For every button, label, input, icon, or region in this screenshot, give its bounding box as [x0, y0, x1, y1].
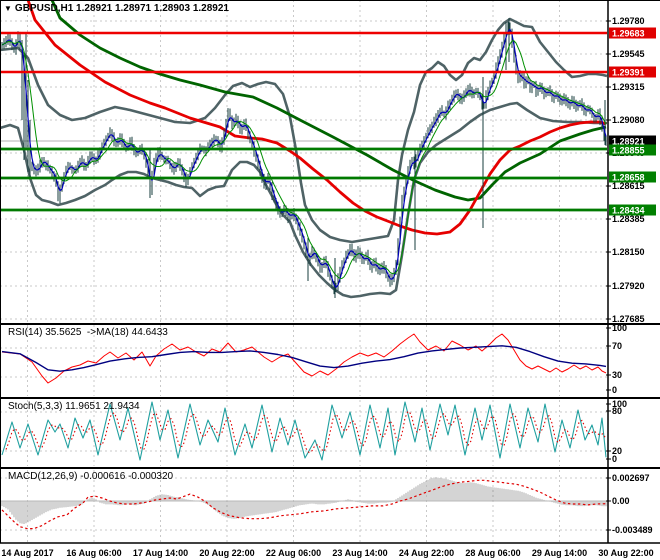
panel-separator[interactable]	[0, 397, 660, 399]
axis-price-label: 1.27685	[612, 314, 645, 324]
axis-price-label: 1.28150	[612, 247, 645, 257]
rsi-indicator-label: RSI(14) 35.5625 ->MA(18) 44.6433	[8, 327, 168, 338]
stoch-d-line	[5, 410, 607, 454]
bollinger-lower-band	[0, 101, 607, 299]
axis-price-label: 80	[612, 406, 622, 416]
axis-price-label: 0.002697	[612, 473, 650, 483]
axis-price-label: 1.29080	[612, 115, 645, 125]
axis-price-label: 100	[612, 399, 627, 409]
price-badge-label: 1.28921	[612, 137, 645, 147]
time-axis-label[interactable]: 17 Aug 14:00	[133, 548, 188, 558]
axis-price-label: 0	[612, 385, 617, 395]
macd-indicator-label: MACD(12,26,9) -0.000616 -0.000320	[8, 471, 174, 482]
time-axis-label[interactable]: 16 Aug 06:00	[66, 548, 121, 558]
panel-separator[interactable]	[0, 323, 660, 325]
axis-price-label: 1.28385	[612, 214, 645, 224]
fast-ma-green	[1, 40, 607, 279]
price-badge	[609, 27, 656, 39]
rsi-ma-line	[1, 345, 607, 372]
time-axis-label[interactable]: 29 Aug 14:00	[532, 548, 587, 558]
price-badge	[609, 66, 656, 78]
price-badge	[609, 204, 656, 216]
axis-price-label: 1.29315	[612, 82, 645, 92]
slow-ma-green	[50, 0, 607, 202]
price-badge	[609, 171, 656, 183]
stoch-indicator-label: Stoch(5,3,3) 11.9651 21.9434	[8, 401, 140, 412]
price-badge-label: 1.28658	[612, 173, 645, 183]
axis-price-label: -0.003489	[612, 525, 653, 535]
rsi-line	[1, 333, 607, 384]
axis-price-label: 1.29780	[612, 16, 645, 26]
price-badge-label: 1.29391	[612, 68, 645, 78]
macd-signal-line	[1, 479, 607, 530]
time-axis-label[interactable]: 20 Aug 22:00	[199, 548, 254, 558]
axis-price-label: 1.27920	[612, 281, 645, 291]
time-axis-label[interactable]: 24 Aug 22:00	[399, 548, 454, 558]
price-badge	[609, 144, 656, 156]
axis-price-label: 20	[612, 446, 622, 456]
axis-price-label: 70	[612, 341, 622, 351]
ma-red	[26, 0, 607, 236]
stoch-k-line	[1, 401, 607, 461]
bollinger-upper-band	[0, 17, 608, 244]
time-axis-label[interactable]: 30 Aug 22:00	[598, 548, 653, 558]
axis-price-label: 1.28615	[612, 181, 645, 191]
price-badge-label: 1.28434	[612, 206, 645, 216]
symbol-ohlc-label: GBPUSD,H1 1.28921 1.28971 1.28903 1.2892…	[14, 3, 229, 14]
price-badge-label: 1.29683	[612, 29, 645, 39]
time-axis-label[interactable]: 22 Aug 06:00	[266, 548, 321, 558]
axis-price-label: 30	[612, 370, 622, 380]
price-badge	[609, 135, 656, 147]
axis-price-label: 0	[612, 454, 617, 464]
time-axis-label[interactable]: 14 Aug 2017	[1, 548, 53, 558]
time-axis-label[interactable]: 23 Aug 14:00	[332, 548, 387, 558]
symbol-dropdown-icon[interactable]: ▼	[4, 4, 12, 13]
chart-title: ▼ GBPUSD,H1 1.28921 1.28971 1.28903 1.289…	[4, 3, 229, 14]
panel-separator[interactable]	[0, 467, 660, 469]
axis-price-label: 1.29545	[612, 49, 645, 59]
axis-price-label: 100	[612, 323, 627, 333]
price-badge-label: 1.28855	[612, 146, 645, 156]
axis-price-label: 0.00	[612, 496, 630, 506]
time-axis-label[interactable]: 28 Aug 06:00	[465, 548, 520, 558]
